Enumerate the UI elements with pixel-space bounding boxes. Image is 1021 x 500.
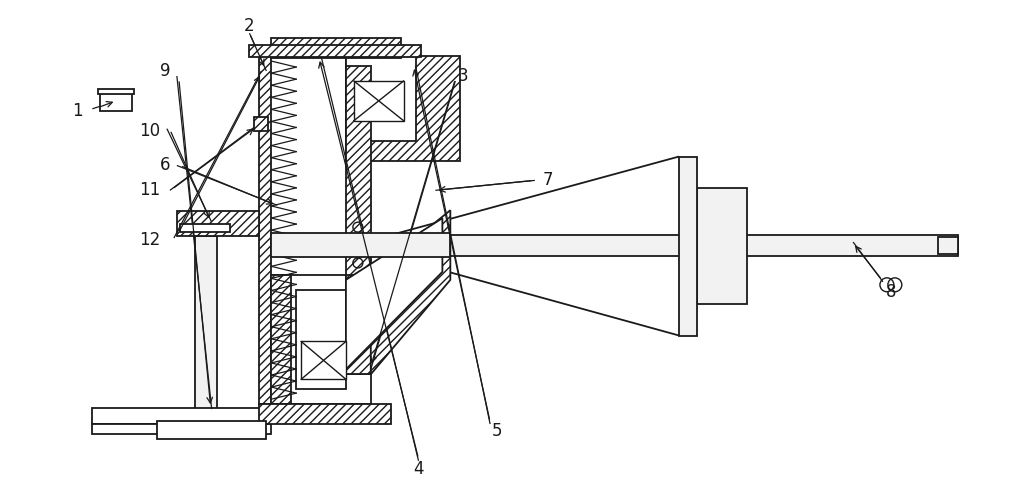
- Bar: [92, 424, 272, 434]
- Bar: [697, 188, 746, 304]
- Bar: [157, 421, 266, 439]
- Text: 10: 10: [140, 122, 160, 140]
- Bar: [272, 275, 371, 404]
- Bar: [937, 237, 958, 254]
- Bar: [354, 81, 403, 120]
- Bar: [98, 89, 134, 94]
- Bar: [92, 408, 272, 424]
- Text: 12: 12: [140, 231, 160, 249]
- Bar: [346, 275, 371, 374]
- Bar: [391, 235, 958, 256]
- Text: 9: 9: [159, 62, 171, 80]
- Text: 4: 4: [414, 460, 424, 478]
- Bar: [254, 116, 269, 130]
- Bar: [301, 342, 346, 380]
- Bar: [296, 290, 346, 389]
- Bar: [272, 38, 400, 58]
- Bar: [679, 156, 697, 336]
- Bar: [180, 224, 230, 232]
- Bar: [346, 56, 416, 140]
- Text: 11: 11: [140, 182, 160, 200]
- Bar: [272, 233, 450, 257]
- Text: 8: 8: [885, 283, 896, 301]
- Text: 7: 7: [542, 172, 553, 190]
- Text: 1: 1: [72, 102, 83, 120]
- Bar: [195, 236, 216, 424]
- Text: 5: 5: [492, 422, 502, 440]
- Text: 6: 6: [159, 156, 171, 174]
- Polygon shape: [346, 218, 442, 370]
- Bar: [259, 404, 391, 424]
- Polygon shape: [371, 210, 450, 374]
- Bar: [177, 211, 259, 236]
- Bar: [346, 56, 460, 160]
- Bar: [100, 93, 132, 111]
- Bar: [272, 275, 291, 404]
- Bar: [346, 66, 371, 374]
- Bar: [249, 45, 421, 57]
- Bar: [259, 56, 272, 404]
- Text: 3: 3: [458, 67, 469, 85]
- Text: 2: 2: [244, 17, 255, 35]
